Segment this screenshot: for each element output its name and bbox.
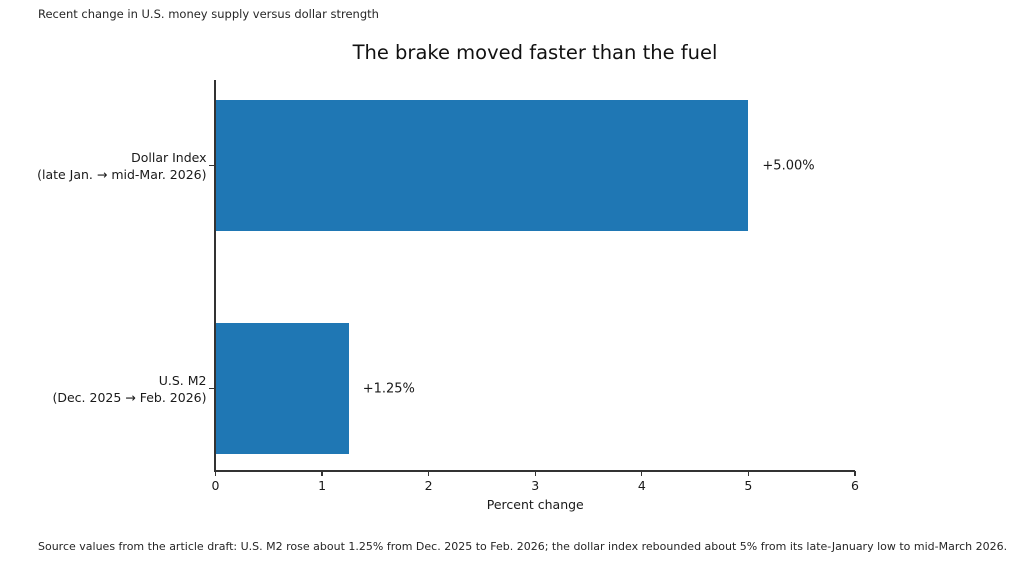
x-tick-label-1: 1 xyxy=(318,478,327,493)
x-axis-spine xyxy=(214,470,855,472)
x-tick-label-3: 3 xyxy=(531,478,540,493)
bar-chart-plot-area: +5.00% Dollar Index (late Jan. → mid-Mar. … xyxy=(37,80,859,512)
x-tick-label-5: 5 xyxy=(744,478,753,493)
x-tick-label-4: 4 xyxy=(637,478,646,493)
chart-subtitle-note: Recent change in U.S. money supply versu… xyxy=(38,7,379,21)
y-axis-category-label-0: Dollar Index (late Jan. → mid-Mar. 2026) xyxy=(37,149,206,183)
bar-value-label-0: +5.00% xyxy=(762,158,815,173)
x-tick-mark-4 xyxy=(641,471,643,476)
bar-1 xyxy=(215,323,349,454)
y-tick-mark-1 xyxy=(209,387,214,390)
y-tick-mark-0 xyxy=(209,164,214,167)
chart-title: The brake moved faster than the fuel xyxy=(352,41,718,64)
category-label-line: (late Jan. → mid-Mar. 2026) xyxy=(37,166,207,182)
category-label-line: Dollar Index xyxy=(131,149,207,165)
x-tick-mark-2 xyxy=(428,471,430,476)
bar-0 xyxy=(215,100,749,231)
x-axis-label: Percent change xyxy=(486,497,584,512)
x-tick-mark-3 xyxy=(534,471,536,476)
x-tick-mark-1 xyxy=(321,471,323,476)
category-label-line: (Dec. 2025 → Feb. 2026) xyxy=(52,389,207,405)
y-axis-category-label-1: U.S. M2 (Dec. 2025 → Feb. 2026) xyxy=(52,372,206,406)
x-tick-mark-6 xyxy=(854,471,856,476)
bar-value-label-1: +1.25% xyxy=(362,381,415,396)
x-tick-mark-0 xyxy=(214,471,217,476)
x-tick-label-6: 6 xyxy=(851,478,859,493)
category-label-line: U.S. M2 xyxy=(158,372,207,388)
x-tick-label-2: 2 xyxy=(424,478,433,493)
y-axis-spine xyxy=(214,80,216,471)
source-note: Source values from the article draft: U.… xyxy=(38,540,1008,553)
x-tick-mark-5 xyxy=(747,471,749,476)
x-tick-label-0: 0 xyxy=(211,478,220,493)
